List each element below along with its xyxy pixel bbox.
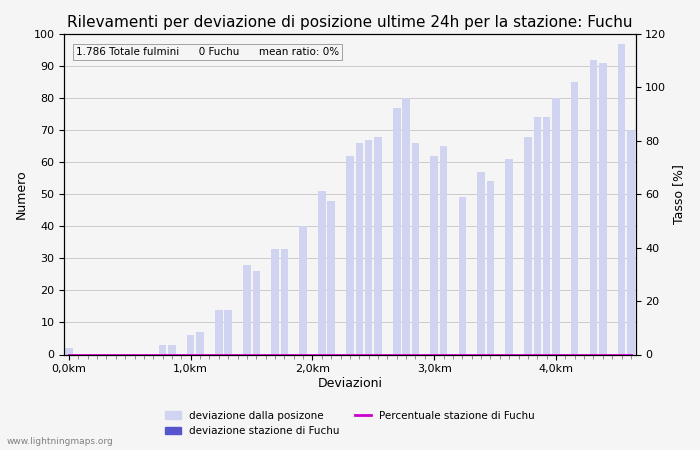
Bar	[477, 172, 485, 355]
Bar	[458, 198, 466, 355]
Bar	[589, 59, 597, 355]
X-axis label: Deviazioni: Deviazioni	[317, 377, 382, 390]
Title: Rilevamenti per deviazione di posizione ultime 24h per la stazione: Fuchu: Rilevamenti per deviazione di posizione …	[67, 15, 633, 30]
Y-axis label: Numero: Numero	[15, 169, 28, 219]
Bar	[412, 143, 419, 355]
Bar	[318, 191, 326, 355]
Bar	[524, 136, 531, 355]
Bar	[272, 249, 279, 355]
Bar	[300, 226, 307, 355]
Bar	[618, 44, 625, 355]
Bar	[505, 159, 513, 355]
Bar	[281, 249, 288, 355]
Bar	[374, 136, 382, 355]
Bar	[393, 108, 400, 355]
Bar	[365, 140, 372, 355]
Bar	[543, 117, 550, 355]
Y-axis label: Tasso [%]: Tasso [%]	[672, 164, 685, 224]
Bar	[402, 98, 410, 355]
Bar	[430, 156, 438, 355]
Bar	[627, 130, 635, 355]
Bar	[159, 345, 167, 355]
Bar	[599, 63, 607, 355]
Bar	[552, 98, 560, 355]
Bar	[571, 82, 578, 355]
Bar	[328, 201, 335, 355]
Bar	[65, 348, 73, 355]
Bar	[356, 143, 363, 355]
Bar	[533, 117, 541, 355]
Text: 1.786 Totale fulmini      0 Fuchu      mean ratio: 0%: 1.786 Totale fulmini 0 Fuchu mean ratio:…	[76, 47, 339, 57]
Bar	[440, 146, 447, 355]
Bar	[187, 335, 195, 355]
Bar	[346, 156, 354, 355]
Text: www.lightningmaps.org: www.lightningmaps.org	[7, 436, 113, 446]
Bar	[243, 265, 251, 355]
Bar	[225, 310, 232, 355]
Bar	[215, 310, 223, 355]
Bar	[168, 345, 176, 355]
Bar	[253, 271, 260, 355]
Bar	[196, 332, 204, 355]
Bar	[486, 181, 494, 355]
Legend: deviazione dalla posizone, deviazione stazione di Fuchu, Percentuale stazione di: deviazione dalla posizone, deviazione st…	[161, 407, 539, 440]
